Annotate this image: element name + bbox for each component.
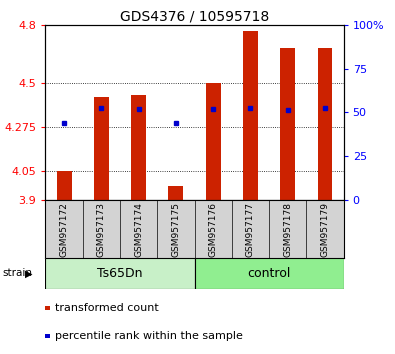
Bar — [56, 171, 71, 200]
Bar — [94, 97, 109, 200]
Text: ▶: ▶ — [25, 268, 32, 279]
Text: Ts65Dn: Ts65Dn — [97, 267, 143, 280]
Bar — [318, 48, 333, 200]
Text: GSM957176: GSM957176 — [209, 202, 218, 257]
Text: GSM957177: GSM957177 — [246, 202, 255, 257]
Bar — [194, 258, 344, 289]
Text: GSM957174: GSM957174 — [134, 202, 143, 257]
Bar — [168, 186, 183, 200]
Bar — [206, 83, 221, 200]
Text: GSM957172: GSM957172 — [60, 202, 69, 257]
Text: strain: strain — [2, 268, 32, 279]
Text: transformed count: transformed count — [55, 303, 159, 313]
Text: GSM957173: GSM957173 — [97, 202, 106, 257]
Text: percentile rank within the sample: percentile rank within the sample — [55, 331, 243, 341]
Title: GDS4376 / 10595718: GDS4376 / 10595718 — [120, 10, 269, 24]
Text: GSM957179: GSM957179 — [320, 202, 329, 257]
Text: GSM957178: GSM957178 — [283, 202, 292, 257]
Text: control: control — [247, 267, 291, 280]
Bar — [280, 48, 295, 200]
Bar — [243, 31, 258, 200]
Text: GSM957175: GSM957175 — [171, 202, 181, 257]
Bar — [45, 258, 194, 289]
Bar — [131, 95, 146, 200]
